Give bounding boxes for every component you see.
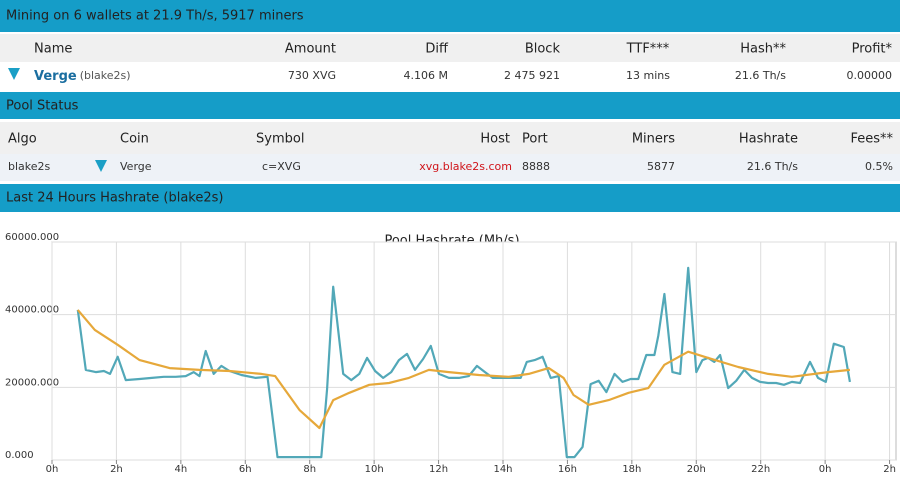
- coin: Verge: [34, 69, 77, 84]
- pool-status-title: Pool Status: [6, 99, 79, 114]
- title-bar: [0, 184, 900, 212]
- mining-title: Mining on 6 wallets at 21.9 Th/s, 5917 m…: [6, 9, 304, 24]
- host-link: xvg.blake2s.com: [419, 160, 512, 173]
- x-tick-label: 4h: [175, 464, 188, 475]
- column-header: Port: [522, 132, 548, 147]
- x-tick-label: 0h: [46, 464, 59, 475]
- table-row: [0, 154, 900, 181]
- column-header: Diff: [425, 42, 449, 57]
- cell: 8888: [522, 160, 550, 173]
- table-row: [0, 62, 900, 90]
- column-header: Amount: [285, 42, 336, 57]
- column-header: Fees**: [850, 132, 893, 147]
- coin-icon: [8, 68, 20, 80]
- column-header: Host: [480, 132, 510, 147]
- x-tick-label: 14h: [493, 464, 512, 475]
- title-bar: [0, 92, 900, 119]
- column-header: Hash**: [740, 42, 786, 57]
- column-header: Profit*: [852, 42, 893, 57]
- column-header: Coin: [120, 132, 149, 147]
- cell: 0.00000: [847, 69, 893, 82]
- column-header: TTF***: [626, 42, 670, 57]
- table-header: [0, 122, 900, 154]
- x-tick-label: 2h: [883, 464, 896, 475]
- cell: 21.6 Th/s: [735, 69, 786, 82]
- cell: blake2s: [8, 160, 51, 173]
- column-header: Block: [525, 42, 561, 57]
- cell: 13 mins: [626, 69, 670, 82]
- plot-area: [51, 241, 897, 461]
- x-tick-label: 20h: [687, 464, 706, 475]
- column-header: Symbol: [256, 132, 304, 147]
- x-tick-label: 12h: [429, 464, 448, 475]
- coin-icon: [95, 160, 107, 172]
- y-tick-label: 20000.000: [5, 377, 59, 388]
- cell: c=XVG: [262, 160, 301, 173]
- title-bar: [0, 0, 900, 32]
- x-tick-label: 2h: [110, 464, 123, 475]
- x-tick-label: 6h: [239, 464, 252, 475]
- x-tick-label: 22h: [751, 464, 770, 475]
- y-tick-label: 0.000: [5, 450, 34, 461]
- x-tick-label: 16h: [558, 464, 577, 475]
- cell: 4.106 M: [404, 69, 448, 82]
- x-tick-label: 0h: [819, 464, 832, 475]
- column-header: Hashrate: [739, 132, 798, 147]
- cell: 0.5%: [865, 160, 893, 173]
- cell: 5877: [647, 160, 675, 173]
- table-header: [0, 34, 900, 62]
- cell: Verge: [120, 160, 152, 173]
- column-header: Algo: [8, 132, 37, 147]
- x-tick-label: 18h: [622, 464, 641, 475]
- y-tick-label: 60000.000: [5, 232, 59, 243]
- algo: (blake2s): [80, 69, 131, 82]
- y-tick-label: 40000.000: [5, 305, 59, 316]
- cell: 730 XVG: [288, 69, 336, 82]
- x-tick-label: 8h: [303, 464, 316, 475]
- series-line: [76, 309, 851, 430]
- column-header: Name: [34, 42, 72, 57]
- coin-name: Verge (blake2s): [34, 69, 131, 84]
- hashrate-title: Last 24 Hours Hashrate (blake2s): [6, 191, 223, 206]
- x-tick-label: 10h: [365, 464, 384, 475]
- cell: 2 475 921: [504, 69, 560, 82]
- column-header: Miners: [632, 132, 675, 147]
- cell: 21.6 Th/s: [747, 160, 798, 173]
